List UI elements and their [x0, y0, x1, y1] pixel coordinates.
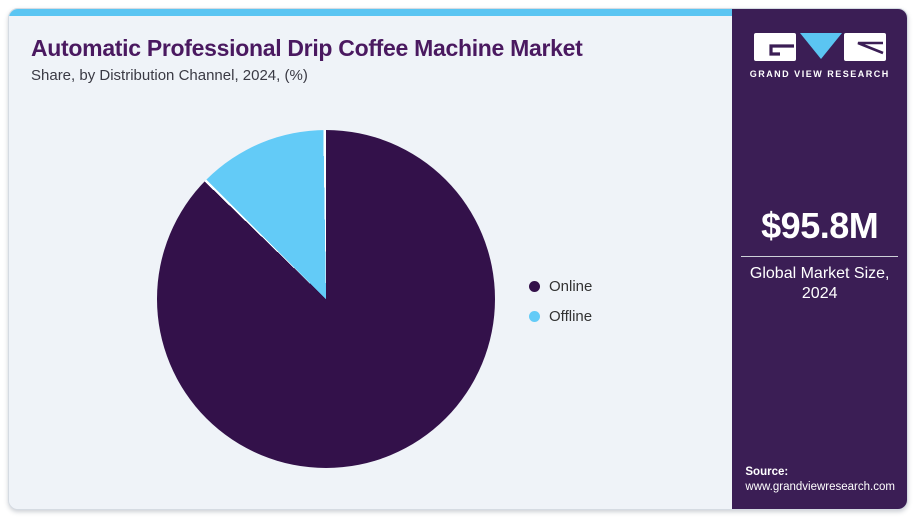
chart-card: Automatic Professional Drip Coffee Machi… — [8, 8, 908, 510]
legend-swatch-offline — [529, 311, 540, 322]
legend-swatch-online — [529, 281, 540, 292]
pie-chart — [157, 130, 495, 468]
legend: Online Offline — [529, 278, 592, 325]
chart-subtitle: Share, by Distribution Channel, 2024, (%… — [31, 67, 308, 85]
brand-logo: GRAND VIEW RESEARCH — [750, 31, 890, 79]
market-size-label-line2: 2024 — [801, 285, 838, 303]
sidebar: GRAND VIEW RESEARCH $95.8M Global Market… — [732, 9, 907, 509]
chart-header: Automatic Professional Drip Coffee Machi… — [31, 35, 583, 85]
chart-panel: Automatic Professional Drip Coffee Machi… — [9, 9, 733, 509]
legend-item-online: Online — [529, 278, 592, 295]
market-size-stat: $95.8M Global Market Size, 2024 — [732, 45, 907, 465]
legend-item-offline: Offline — [529, 308, 592, 325]
chart-title: Automatic Professional Drip Coffee Machi… — [31, 35, 583, 61]
brand-logo-text: GRAND VIEW RESEARCH — [749, 69, 890, 79]
legend-label: Online — [549, 278, 593, 295]
market-size-label-line1: Global Market Size, — [749, 265, 890, 283]
market-size-label: Global Market Size, 2024 — [750, 264, 890, 304]
accent-top-bar — [9, 9, 733, 16]
source-label: Source: — [745, 465, 789, 478]
legend-label: Offline — [549, 308, 593, 325]
gvr-logo-icon — [753, 33, 886, 61]
source-note: Source: www.grandviewresearch.com — [732, 465, 907, 509]
source-url: www.grandviewresearch.com — [745, 481, 895, 494]
market-size-value: $95.8M — [761, 205, 879, 247]
stat-divider — [741, 256, 898, 258]
